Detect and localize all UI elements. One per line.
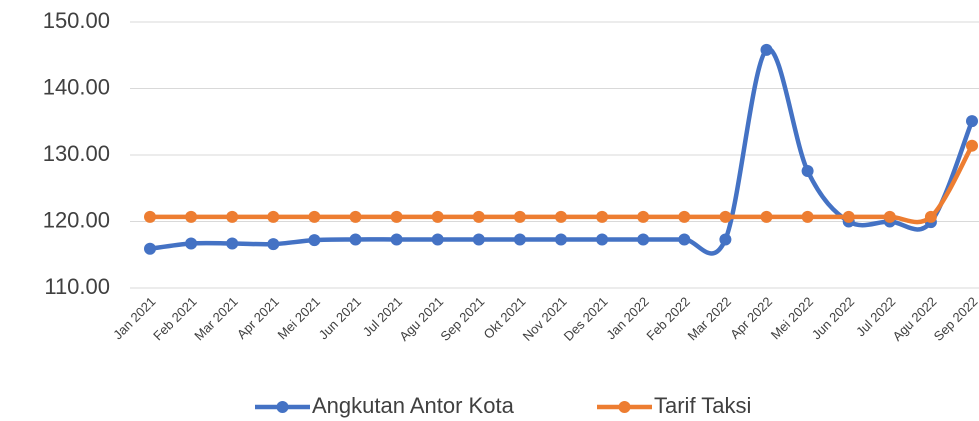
x-tick-label: Des 2021 [561,294,611,344]
data-point [431,210,444,223]
data-point [472,210,485,223]
x-tick-label: Mei 2022 [768,294,816,342]
legend-label: Tarif Taksi [654,393,751,418]
data-point [431,233,444,246]
data-point [678,210,691,223]
data-point [513,233,526,246]
y-tick-label: 120.00 [43,207,110,232]
data-point [966,139,978,152]
data-point [555,210,567,223]
data-point [267,210,280,223]
x-tick-label: Sep 2021 [437,294,487,344]
x-tick-label: Apr 2021 [234,294,282,342]
data-point [472,233,485,246]
data-point [678,233,691,246]
data-point [144,242,156,255]
data-point [226,210,239,223]
series-line [149,144,974,225]
data-point [185,210,198,223]
data-point [349,233,362,246]
y-tick-label: 150.00 [43,8,110,33]
legend-label: Angkutan Antor Kota [312,393,515,418]
data-point [226,237,239,250]
x-tick-label: Sep 2022 [931,294,979,344]
data-point [760,210,773,223]
data-point [390,233,403,246]
data-point [513,210,526,223]
data-point [144,210,156,223]
legend-marker [276,401,289,413]
data-point [637,233,650,246]
data-point [966,115,978,128]
x-tick-label: Feb 2021 [150,294,199,343]
x-tick-label: Mar 2022 [685,294,734,343]
x-tick-label: Jun 2021 [316,294,364,342]
data-point [760,43,773,56]
data-point [842,210,855,223]
x-tick-label: Mei 2021 [275,294,323,342]
data-point [924,210,937,223]
legend-marker [618,401,631,413]
data-point [349,210,362,223]
x-tick-label: Agu 2022 [889,294,939,344]
x-tick-label: Agu 2021 [396,294,446,344]
y-tick-label: 110.00 [44,274,110,299]
x-tick-label: Feb 2022 [643,294,692,343]
y-tick-label: 140.00 [43,74,110,99]
data-point [555,233,567,246]
data-point [883,210,896,223]
x-tick-label: Apr 2022 [727,294,775,342]
data-point [308,234,321,247]
x-tick-label: Jun 2022 [809,294,857,342]
data-point [596,233,609,246]
data-point [308,210,321,223]
x-tick-label: Nov 2021 [520,294,570,344]
data-point [267,238,280,251]
x-tick-label: Mar 2021 [191,294,240,343]
data-point [185,237,198,250]
data-point [596,210,609,223]
data-point [719,210,732,223]
data-point [801,164,814,177]
data-point [719,233,732,246]
data-point [637,210,650,223]
data-point [801,210,814,223]
data-point [390,210,403,223]
y-tick-label: 130.00 [43,141,110,166]
